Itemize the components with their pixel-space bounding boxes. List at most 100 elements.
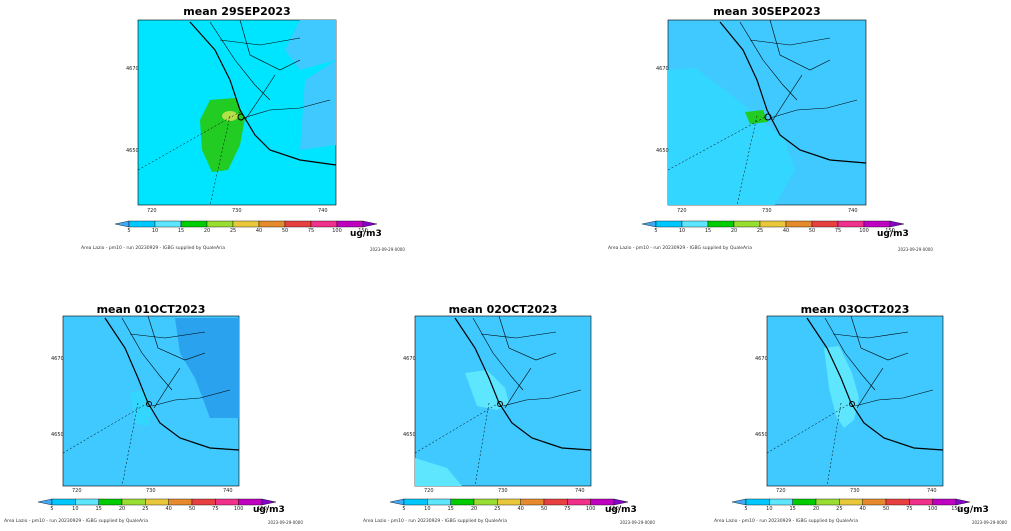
timestamp: 2023-09-29-0000 xyxy=(898,247,933,252)
colorbar-segment xyxy=(769,498,793,506)
colorbar-segment xyxy=(450,498,475,506)
colorbar-segment xyxy=(955,498,971,506)
colorbar-segment xyxy=(815,498,840,506)
colorbar-segment xyxy=(168,498,193,506)
colorbar-label: 75 xyxy=(564,506,571,512)
colorbar-label: 25 xyxy=(836,506,843,512)
unit-label: ug/m3 xyxy=(350,229,382,239)
colorbar-label: 20 xyxy=(470,506,478,512)
colorbar-label: 75 xyxy=(834,228,842,234)
y-tick: 4670 xyxy=(403,356,416,362)
colorbar-segment xyxy=(284,220,312,228)
map-panel-29sep: mean 29SEP2023 4670 4650 720 730 740 ug/… xyxy=(0,0,505,265)
colorbar-segment xyxy=(759,220,787,228)
colorbar-segment xyxy=(145,498,169,506)
colorbar-segment xyxy=(258,220,286,228)
colorbar-svg xyxy=(731,498,971,506)
colorbar-label: 40 xyxy=(859,506,866,512)
y-tick: 4650 xyxy=(126,148,139,154)
x-tick: 740 xyxy=(927,488,937,494)
y-tick: 4650 xyxy=(755,432,768,438)
colorbar-segment xyxy=(731,498,747,506)
colorbar-label: 40 xyxy=(165,506,172,512)
colorbar-segment xyxy=(238,498,263,506)
colorbar-label: 100 xyxy=(332,228,342,234)
map-svg xyxy=(667,19,867,206)
x-tick: 740 xyxy=(575,488,585,494)
colorbar-segment xyxy=(191,498,216,506)
x-tick: 730 xyxy=(498,488,508,494)
colorbar-segment xyxy=(520,498,545,506)
colorbar-segment xyxy=(590,498,615,506)
unit-label: ug/m3 xyxy=(957,505,989,515)
colorbar-segment xyxy=(785,220,813,228)
panel-title: mean 30SEP2023 xyxy=(713,5,821,18)
colorbar-label: 150 xyxy=(951,506,961,512)
colorbar-label: 10 xyxy=(72,506,79,512)
y-tick: 4670 xyxy=(755,356,768,362)
colorbar-segment xyxy=(655,220,683,228)
colorbar-label: 15 xyxy=(704,228,712,234)
colorbar-label: 5 xyxy=(402,506,406,512)
colorbar-segment xyxy=(121,498,146,506)
footer-text: Area Lazio - pm10 - run 20230929 - IGBG … xyxy=(4,519,148,524)
colorbar-label: 75 xyxy=(906,506,913,512)
colorbar-label: 75 xyxy=(307,228,315,234)
colorbar-segment xyxy=(114,220,130,228)
colorbar-label: 100 xyxy=(859,228,869,234)
colorbar-segment xyxy=(707,220,735,228)
panel-title: mean 03OCT2023 xyxy=(800,303,910,316)
x-tick: 740 xyxy=(223,488,233,494)
map-panel-03oct: mean 03OCT2023 4670 4650 720 730 740 ug/… xyxy=(674,298,1011,531)
x-tick: 720 xyxy=(147,208,157,214)
colorbar-label: 20 xyxy=(730,228,738,234)
panel-title: mean 01OCT2023 xyxy=(96,303,206,316)
colorbar-segment xyxy=(389,498,405,506)
colorbar-label: 15 xyxy=(95,506,102,512)
colorbar-label: 5 xyxy=(654,228,658,234)
colorbar-label: 20 xyxy=(203,228,211,234)
colorbar-label: 100 xyxy=(585,506,596,512)
map-svg xyxy=(62,315,240,487)
colorbar-label: 25 xyxy=(229,228,237,234)
colorbar-svg xyxy=(37,498,277,506)
colorbar-segment xyxy=(180,220,208,228)
colorbar-segment xyxy=(206,220,234,228)
x-tick: 730 xyxy=(850,488,860,494)
colorbar-label: 10 xyxy=(766,506,773,512)
timestamp: 2023-09-29-0000 xyxy=(370,247,405,252)
colorbar-segment xyxy=(362,220,378,228)
colorbar-label: 100 xyxy=(233,506,244,512)
colorbar-segment xyxy=(427,498,451,506)
colorbar-label: 50 xyxy=(882,506,890,512)
x-tick: 720 xyxy=(776,488,786,494)
colorbar-segment xyxy=(681,220,709,228)
colorbar-segment xyxy=(863,220,891,228)
timestamp: 2023-09-29-0000 xyxy=(268,520,303,525)
colorbar-segment xyxy=(154,220,182,228)
colorbar-label: 15 xyxy=(177,228,185,234)
colorbar-label: 25 xyxy=(494,506,501,512)
map-panel-01oct: mean 01OCT2023 4670 4650 720 730 740 ug/… xyxy=(0,298,337,531)
colorbar-segment xyxy=(261,498,277,506)
y-tick: 4650 xyxy=(51,432,64,438)
colorbar-segment xyxy=(932,498,957,506)
colorbar-segment xyxy=(497,498,521,506)
colorbar-label: 25 xyxy=(756,228,764,234)
colorbar-segment xyxy=(733,220,761,228)
colorbar-svg xyxy=(114,220,378,228)
footer-text: Area Lazio - pm10 - run 20230929 - IGBG … xyxy=(608,246,752,251)
colorbar-label: 40 xyxy=(517,506,524,512)
unit-label: ug/m3 xyxy=(877,229,909,239)
colorbar-segment xyxy=(310,220,338,228)
map-svg xyxy=(137,19,337,206)
footer-text: Area Lazio - pm10 - run 20230929 - IGBG … xyxy=(81,246,225,251)
colorbar-label: 5 xyxy=(127,228,131,234)
y-tick: 4670 xyxy=(51,356,64,362)
colorbar-segment xyxy=(839,498,863,506)
colorbar-label: 75 xyxy=(212,506,219,512)
colorbar-segment xyxy=(862,498,887,506)
colorbar-segment xyxy=(215,498,239,506)
colorbar-segment xyxy=(336,220,364,228)
colorbar-segment xyxy=(837,220,865,228)
